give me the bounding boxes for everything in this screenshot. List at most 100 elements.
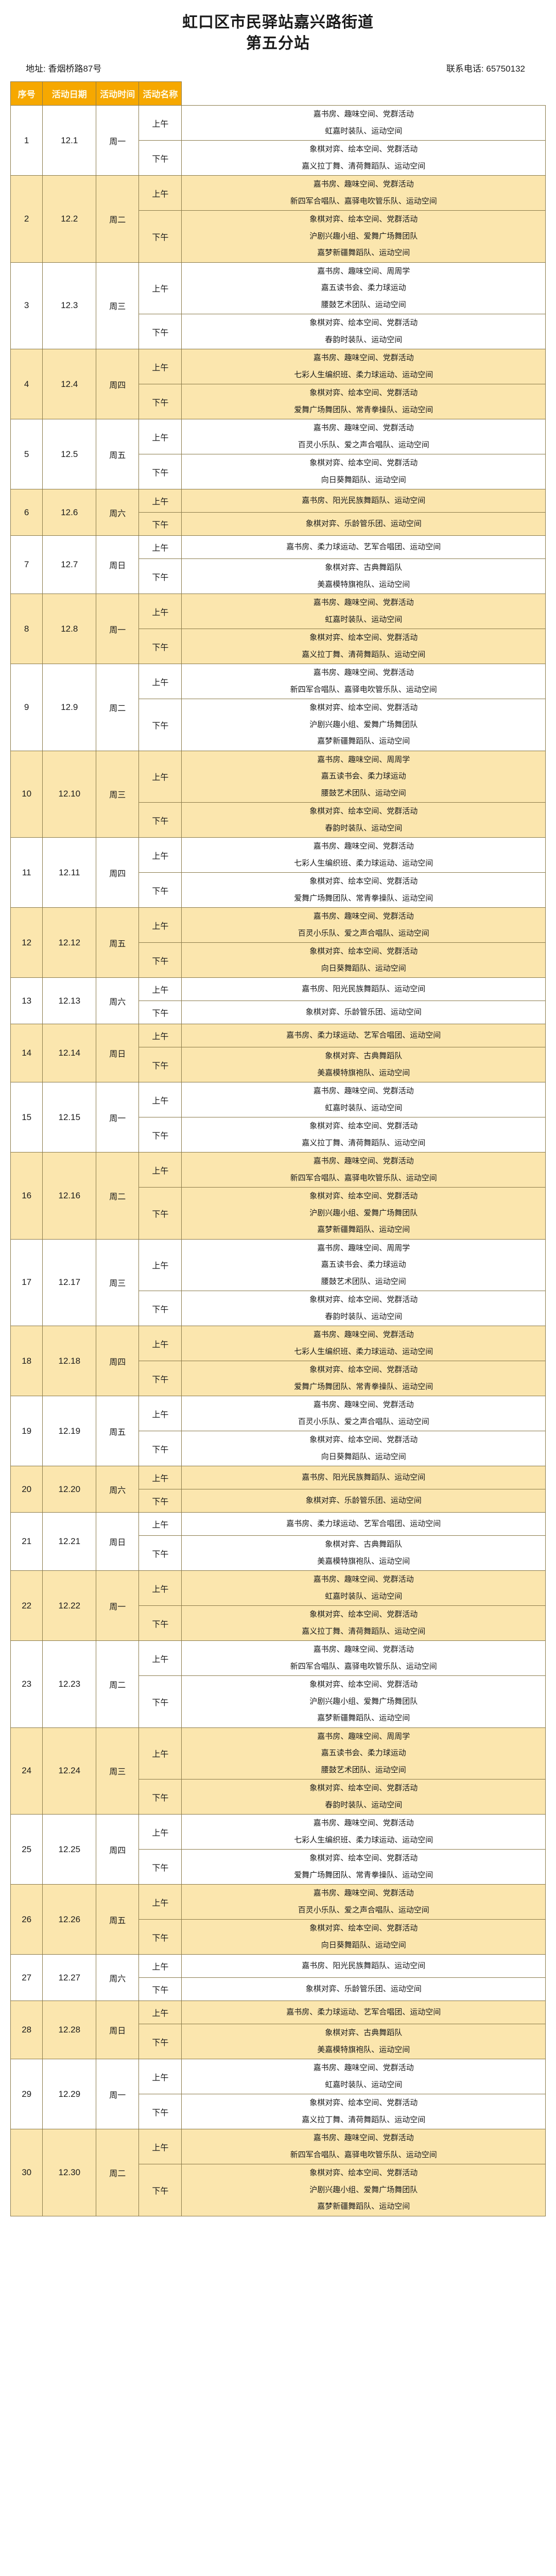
phone-label: 联系电话: [446, 64, 484, 74]
cell-activity-name-am: 嘉书房、趣味空间、党群活动 虹嘉时装队、运动空间 [182, 594, 546, 629]
cell-activity-name-pm: 象棋对弈、乐龄管乐团、运动空间 [182, 1978, 546, 2001]
cell-weekday: 周一 [96, 106, 139, 176]
cell-activity-name-pm: 象棋对弈、古典舞蹈队 美嘉模特旗袍队、运动空间 [182, 2024, 546, 2059]
cell-time-pm: 下午 [139, 1361, 182, 1396]
cell-weekday: 周四 [96, 1815, 139, 1885]
cell-activity-name-am: 嘉书房、阳光民族舞蹈队、运动空间 [182, 1955, 546, 1978]
cell-activity-name-am: 嘉书房、趣味空间、党群活动 七彩人生编织班、柔力球运动、运动空间 [182, 349, 546, 384]
cell-activity-name-pm: 象棋对弈、绘本空间、党群活动 向日葵舞蹈队、运动空间 [182, 943, 546, 978]
cell-activity-name-pm: 象棋对弈、绘本空间、党群活动 爱舞广场舞团队、常青拳操队、运动空间 [182, 1850, 546, 1885]
cell-time-am: 上午 [139, 751, 182, 803]
cell-activity-name-am: 嘉书房、趣味空间、党群活动 百灵小乐队、爱之声合唱队、运动空间 [182, 908, 546, 943]
cell-time-am: 上午 [139, 1641, 182, 1676]
cell-time-pm: 下午 [139, 314, 182, 349]
cell-activity-date: 12.4 [43, 349, 96, 419]
cell-time-am: 上午 [139, 1396, 182, 1431]
cell-sequence-number: 18 [11, 1326, 43, 1396]
col-header-time: 活动时间 [96, 82, 139, 106]
cell-weekday: 周六 [96, 1466, 139, 1513]
cell-activity-name-am: 嘉书房、趣味空间、党群活动 虹嘉时装队、运动空间 [182, 1571, 546, 1606]
cell-time-pm: 下午 [139, 559, 182, 594]
table-row: 17 12.17 周三 上午 嘉书房、趣味空间、周周学 嘉五读书会、柔力球运动 腰鼓艺术团队… [11, 1239, 546, 1291]
cell-activity-name-am: 嘉书房、趣味空间、党群活动 百灵小乐队、爱之声合唱队、运动空间 [182, 419, 546, 454]
cell-weekday: 周四 [96, 1326, 139, 1396]
cell-sequence-number: 9 [11, 664, 43, 751]
cell-time-pm: 下午 [139, 1001, 182, 1024]
cell-activity-name-am: 嘉书房、趣味空间、党群活动 新四军合唱队、嘉驿电吹管乐队、运动空间 [182, 664, 546, 699]
cell-sequence-number: 27 [11, 1955, 43, 2001]
cell-time-pm: 下午 [139, 211, 182, 263]
cell-weekday: 周三 [96, 262, 139, 349]
cell-weekday: 周四 [96, 838, 139, 908]
cell-time-am: 上午 [139, 1239, 182, 1291]
page-header: 虹口区市民驿站嘉兴路街道 第五分站 [10, 5, 546, 54]
address-value: 香烟桥路87号 [48, 64, 101, 74]
table-row: 15 12.15 周一 上午 嘉书房、趣味空间、党群活动 虹嘉时装队、运动空间 [11, 1082, 546, 1117]
cell-activity-name-am: 嘉书房、趣味空间、周周学 嘉五读书会、柔力球运动 腰鼓艺术团队、运动空间 [182, 1239, 546, 1291]
cell-time-pm: 下午 [139, 513, 182, 536]
cell-time-pm: 下午 [139, 1047, 182, 1082]
cell-activity-name-am: 嘉书房、趣味空间、党群活动 新四军合唱队、嘉驿电吹管乐队、运动空间 [182, 1153, 546, 1188]
cell-time-am: 上午 [139, 536, 182, 559]
cell-time-pm: 下午 [139, 1606, 182, 1641]
table-row: 27 12.27 周六 上午 嘉书房、阳光民族舞蹈队、运动空间 [11, 1955, 546, 1978]
table-body: 1 12.1 周一 上午 嘉书房、趣味空间、党群活动 虹嘉时装队、运动空间 下午 象棋对弈、绘… [11, 106, 546, 2216]
cell-time-pm: 下午 [139, 1780, 182, 1815]
cell-activity-name-pm: 象棋对弈、绘本空间、党群活动 嘉义拉丁舞、清荷舞蹈队、运动空间 [182, 141, 546, 176]
cell-time-am: 上午 [139, 106, 182, 141]
cell-weekday: 周五 [96, 1396, 139, 1466]
cell-weekday: 周二 [96, 2129, 139, 2216]
phone-value: 65750132 [486, 64, 525, 74]
cell-activity-date: 12.11 [43, 838, 96, 908]
cell-weekday: 周二 [96, 1641, 139, 1728]
cell-activity-name-am: 嘉书房、趣味空间、党群活动 新四军合唱队、嘉驿电吹管乐队、运动空间 [182, 2129, 546, 2164]
cell-activity-name-pm: 象棋对弈、乐龄管乐团、运动空间 [182, 513, 546, 536]
cell-activity-date: 12.12 [43, 908, 96, 978]
contact-info: 地址: 香烟桥路87号 联系电话: 65750132 [10, 61, 546, 74]
cell-sequence-number: 14 [11, 1024, 43, 1082]
cell-activity-name-am: 嘉书房、趣味空间、党群活动 新四军合唱队、嘉驿电吹管乐队、运动空间 [182, 176, 546, 211]
table-row: 20 12.20 周六 上午 嘉书房、阳光民族舞蹈队、运动空间 [11, 1466, 546, 1489]
cell-time-am: 上午 [139, 908, 182, 943]
cell-activity-date: 12.18 [43, 1326, 96, 1396]
cell-weekday: 周日 [96, 536, 139, 594]
cell-activity-name-pm: 象棋对弈、古典舞蹈队 美嘉模特旗袍队、运动空间 [182, 1047, 546, 1082]
cell-activity-date: 12.19 [43, 1396, 96, 1466]
cell-activity-date: 12.25 [43, 1815, 96, 1885]
cell-time-am: 上午 [139, 2129, 182, 2164]
cell-time-am: 上午 [139, 349, 182, 384]
cell-time-pm: 下午 [139, 2094, 182, 2129]
table-row: 29 12.29 周一 上午 嘉书房、趣味空间、党群活动 虹嘉时装队、运动空间 [11, 2059, 546, 2094]
cell-activity-date: 12.13 [43, 978, 96, 1024]
cell-activity-date: 12.5 [43, 419, 96, 489]
cell-time-am: 上午 [139, 176, 182, 211]
cell-activity-name-am: 嘉书房、阳光民族舞蹈队、运动空间 [182, 489, 546, 513]
cell-weekday: 周五 [96, 1885, 139, 1955]
cell-weekday: 周日 [96, 2001, 139, 2059]
cell-activity-name-pm: 象棋对弈、绘本空间、党群活动 沪剧兴趣小组、爱舞广场舞团队 嘉梦新疆舞蹈队、运动空间 [182, 699, 546, 751]
cell-activity-name-am: 嘉书房、阳光民族舞蹈队、运动空间 [182, 1466, 546, 1489]
cell-time-am: 上午 [139, 489, 182, 513]
cell-activity-date: 12.22 [43, 1571, 96, 1641]
table-row: 11 12.11 周四 上午 嘉书房、趣味空间、党群活动 七彩人生编织班、柔力球运动、运动… [11, 838, 546, 873]
title-line-2: 第五分站 [10, 33, 546, 55]
cell-activity-name-pm: 象棋对弈、古典舞蹈队 美嘉模特旗袍队、运动空间 [182, 559, 546, 594]
cell-activity-date: 12.29 [43, 2059, 96, 2129]
cell-time-pm: 下午 [139, 1188, 182, 1240]
cell-time-am: 上午 [139, 1082, 182, 1117]
cell-activity-date: 12.20 [43, 1466, 96, 1513]
col-header-date: 活动日期 [43, 82, 96, 106]
cell-activity-date: 12.30 [43, 2129, 96, 2216]
address-field: 地址: 香烟桥路87号 [26, 61, 101, 74]
cell-weekday: 周一 [96, 1082, 139, 1153]
cell-activity-name-am: 嘉书房、趣味空间、党群活动 新四军合唱队、嘉驿电吹管乐队、运动空间 [182, 1641, 546, 1676]
col-header-no: 序号 [11, 82, 43, 106]
cell-sequence-number: 19 [11, 1396, 43, 1466]
cell-activity-name-pm: 象棋对弈、绘本空间、党群活动 向日葵舞蹈队、运动空间 [182, 1431, 546, 1466]
cell-time-am: 上午 [139, 2001, 182, 2024]
cell-time-pm: 下午 [139, 873, 182, 908]
phone-field: 联系电话: 65750132 [446, 61, 525, 74]
table-row: 6 12.6 周六 上午 嘉书房、阳光民族舞蹈队、运动空间 [11, 489, 546, 513]
cell-sequence-number: 25 [11, 1815, 43, 1885]
cell-time-am: 上午 [139, 1815, 182, 1850]
